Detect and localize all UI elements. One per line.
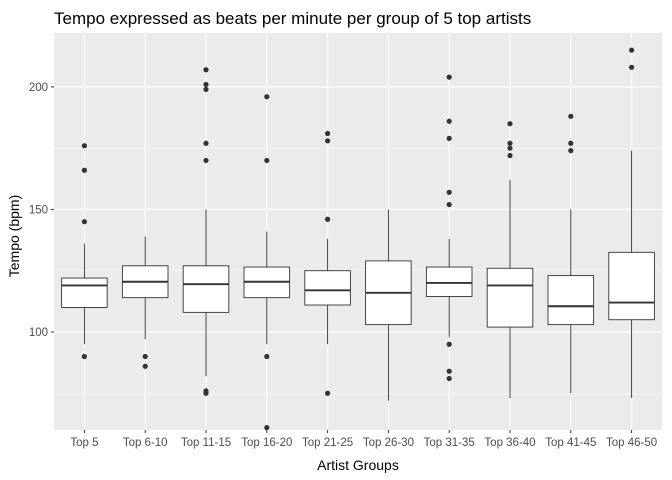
x-tick-label: Top 31-35 — [424, 437, 475, 449]
outlier-point — [264, 157, 270, 164]
outlier-point — [446, 201, 452, 208]
x-tick-label: Top 36-40 — [484, 437, 535, 449]
outlier-point — [446, 74, 452, 80]
box-iqr — [304, 270, 351, 306]
outlier-point — [203, 86, 209, 92]
y-tick-label: 100 — [29, 327, 48, 339]
outlier-point — [203, 140, 209, 146]
outlier-point — [446, 135, 452, 141]
box-3 — [182, 67, 230, 396]
box-8 — [486, 121, 534, 399]
box-10 — [608, 47, 655, 399]
outlier-point — [507, 145, 513, 151]
box-iqr — [425, 266, 473, 297]
outlier-point — [203, 67, 209, 73]
outlier-point — [325, 138, 331, 144]
box-1 — [61, 143, 108, 360]
outlier-point — [325, 216, 331, 222]
box-iqr — [486, 267, 534, 328]
outlier-point — [325, 390, 331, 396]
y-axis-title: Tempo (bpm) — [6, 195, 22, 277]
y-tick-label: 150 — [29, 204, 48, 216]
outlier-point — [264, 424, 270, 431]
box-iqr — [61, 277, 108, 308]
box-6 — [365, 209, 412, 401]
outlier-point — [81, 143, 87, 149]
outlier-point — [325, 130, 331, 137]
x-tick-label: Top 46-50 — [606, 437, 657, 449]
x-tick-label: Top 16-20 — [241, 437, 292, 449]
x-tick-label: Top 5 — [70, 437, 98, 449]
outlier-point — [568, 113, 574, 119]
x-tick-label: Top 26-30 — [363, 437, 414, 449]
outlier-point — [264, 353, 270, 360]
box-9 — [547, 113, 595, 394]
box-iqr — [547, 275, 595, 326]
outlier-point — [446, 189, 452, 195]
box-4 — [243, 94, 291, 431]
box-series — [61, 47, 655, 431]
box-iqr — [608, 251, 655, 321]
box-7 — [425, 74, 473, 382]
outlier-point — [446, 118, 452, 124]
outlier-point — [142, 363, 148, 369]
outlier-point — [446, 368, 452, 374]
outlier-point — [629, 64, 635, 70]
x-axis-title: Artist Groups — [317, 457, 399, 473]
y-axis: 100 150 200 — [29, 82, 54, 339]
outlier-point — [507, 152, 513, 159]
box-5 — [304, 130, 351, 396]
x-tick-label: Top 21-25 — [302, 437, 353, 449]
outlier-point — [629, 47, 635, 53]
box-2 — [121, 236, 169, 369]
outlier-point — [507, 121, 513, 127]
x-axis: Top 5 Top 6-10 Top 11-15 Top 16-20 Top 21-25… — [70, 430, 657, 449]
outlier-point — [446, 375, 452, 382]
x-tick-label: Top 6-10 — [123, 437, 168, 449]
outlier-point — [81, 353, 87, 360]
outlier-point — [81, 167, 87, 173]
outlier-point — [142, 353, 148, 360]
outlier-point — [568, 148, 574, 154]
outlier-point — [446, 341, 452, 347]
outlier-point — [203, 157, 209, 164]
outlier-point — [81, 219, 87, 225]
plot-panel — [54, 33, 662, 430]
y-tick-label: 200 — [29, 82, 48, 94]
outlier-point — [203, 390, 209, 396]
outlier-point — [507, 140, 513, 146]
outlier-point — [264, 94, 270, 100]
box-iqr — [182, 265, 230, 313]
outlier-point — [568, 140, 574, 146]
outlier-point — [203, 81, 209, 88]
chart-title: Tempo expressed as beats per minute per … — [54, 9, 531, 28]
x-tick-label: Top 41-45 — [545, 437, 596, 449]
x-tick-label: Top 11-15 — [181, 437, 231, 449]
